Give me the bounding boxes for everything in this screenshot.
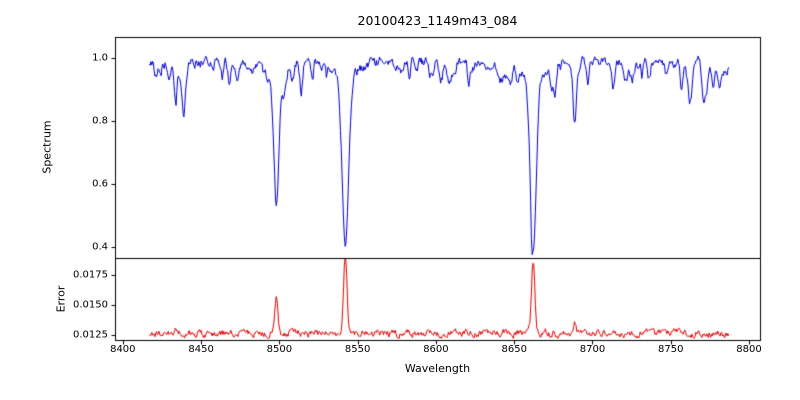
spectrum-axis-label: Spectrum: [40, 120, 54, 174]
x-tick-label: 8400: [110, 344, 136, 355]
x-tick-label: 8500: [266, 344, 293, 355]
x-tick-label: 8700: [579, 344, 606, 355]
x-tick-label: 8650: [501, 344, 527, 355]
spectrum-y-tick-label: 1.0: [92, 52, 108, 64]
wavelength-axis-label: Wavelength: [404, 362, 471, 375]
error-axis-label: Error: [54, 285, 68, 313]
x-tick-label: 8550: [344, 344, 371, 355]
plot-title: 20100423_1149m43_084: [357, 13, 518, 28]
error-y-tick-label: 0.0175: [73, 269, 108, 281]
spectrum-y-tick-label: 0.8: [92, 115, 108, 127]
x-tick-label: 8750: [658, 344, 684, 355]
x-tick-label: 8600: [423, 344, 449, 355]
spectrum-y-tick-label: 0.6: [92, 178, 108, 190]
spectrum-y-tick-label: 0.4: [92, 241, 108, 253]
error-y-tick-label: 0.0150: [73, 299, 108, 311]
x-tick-label: 8450: [188, 344, 214, 355]
error-y-tick-label: 0.0125: [73, 329, 108, 341]
x-tick-label: 8800: [736, 344, 762, 355]
